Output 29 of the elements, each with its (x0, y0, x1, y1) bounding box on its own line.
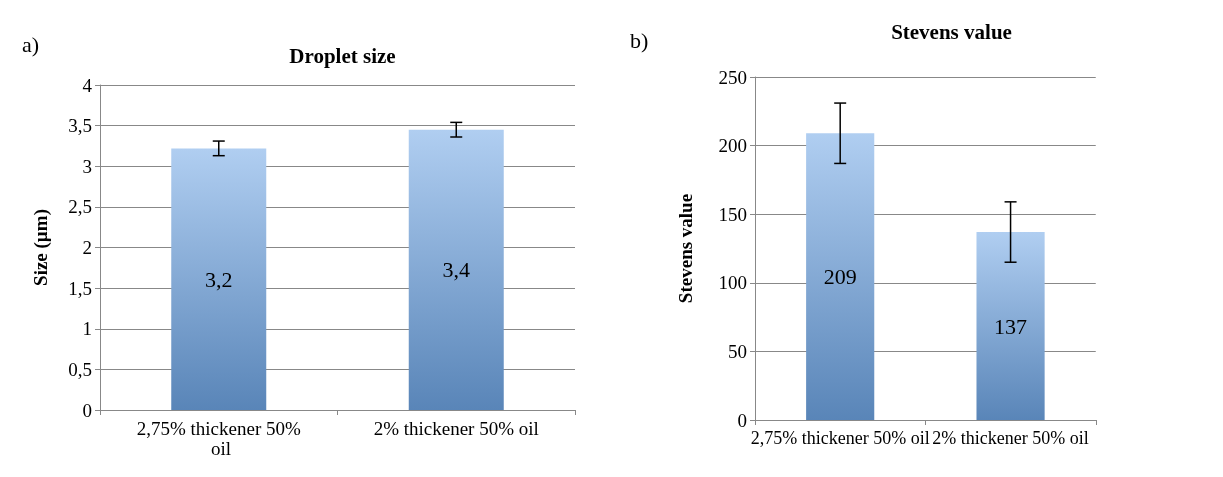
y-tick-label: 200 (718, 135, 747, 157)
data-label: 3,2 (205, 266, 233, 292)
text: a) (22, 32, 40, 58)
y-tick-label: 250 (718, 66, 747, 88)
text: b) (630, 28, 649, 54)
y-tick-label: 2,5 (68, 196, 92, 218)
y-tick-label: 2 (82, 237, 92, 258)
y-tick-label: 3 (82, 155, 92, 177)
x-tick-label: 2,75% thickener 50% oil (750, 428, 930, 448)
y-tick-label: 1,5 (68, 277, 92, 299)
data-label: 3,4 (442, 257, 470, 283)
y-tick-label: 0 (82, 399, 92, 421)
data-label: 137 (994, 313, 1028, 339)
data-label: 209 (823, 264, 857, 290)
chart-title: Droplet size (289, 43, 396, 68)
y-tick-label: 1 (82, 318, 92, 340)
x-tick-label: 2% thickener 50% oil (373, 417, 539, 439)
y-tick-label: 4 (82, 74, 93, 96)
chart-title: Stevens value (891, 19, 1012, 44)
y-tick-label: 0,5 (68, 358, 92, 380)
y-axis-title: Size (µm) (30, 209, 52, 286)
y-tick-label: 50 (728, 340, 747, 362)
x-tick-label: 2,75% thickener 50% oil (136, 417, 301, 459)
y-tick-label: 0 (737, 409, 747, 431)
y-axis-title: Stevens value (675, 193, 696, 304)
y-tick-label: 100 (718, 272, 747, 294)
x-tick-label: 2% thickener 50% oil (932, 428, 1089, 448)
y-tick-label: 150 (718, 203, 747, 225)
y-tick-label: 3,5 (68, 115, 92, 137)
